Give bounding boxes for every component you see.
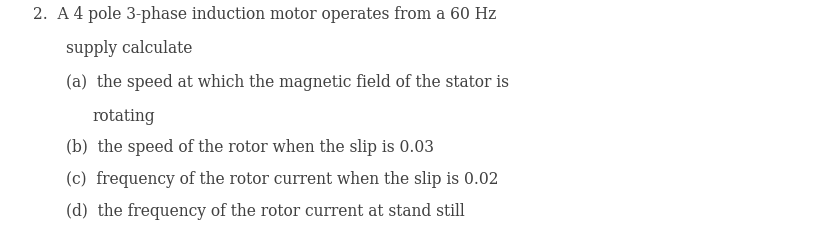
Text: rotating: rotating — [93, 108, 155, 125]
Text: (c)  frequency of the rotor current when the slip is 0.02: (c) frequency of the rotor current when … — [66, 171, 498, 188]
Text: (b)  the speed of the rotor when the slip is 0.03: (b) the speed of the rotor when the slip… — [66, 139, 433, 156]
Text: (a)  the speed at which the magnetic field of the stator is: (a) the speed at which the magnetic fiel… — [66, 74, 509, 91]
Text: 2.  A 4 pole 3-phase induction motor operates from a 60 Hz: 2. A 4 pole 3-phase induction motor oper… — [33, 6, 496, 23]
Text: (d)  the frequency of the rotor current at stand still: (d) the frequency of the rotor current a… — [66, 203, 465, 220]
Text: supply calculate: supply calculate — [66, 40, 193, 57]
